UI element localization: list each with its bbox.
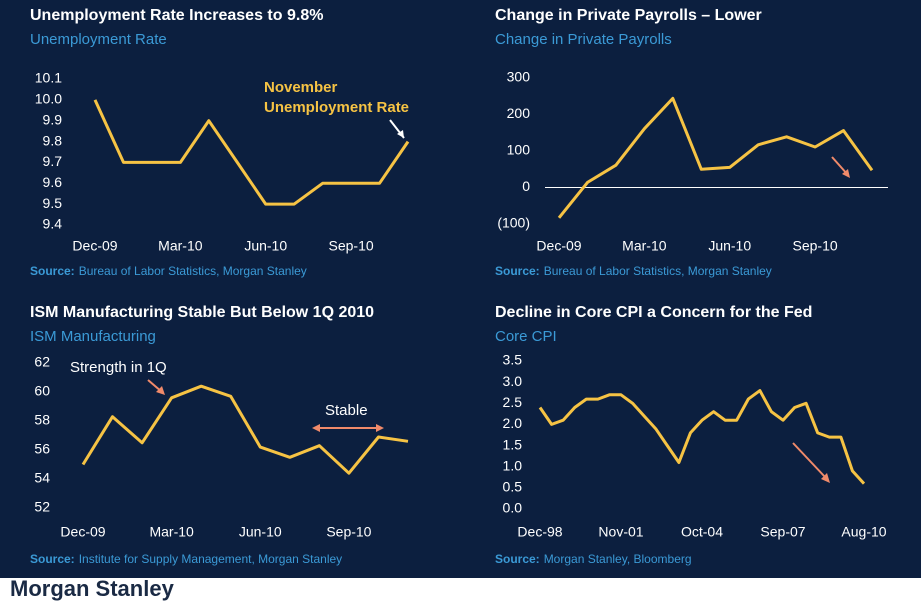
y-tick-label: 52 [34,499,50,515]
y-tick-label: 58 [34,412,50,428]
y-tick-label: 200 [507,105,531,121]
source-label: Source: [30,264,75,278]
arrow [792,442,827,479]
source: Source: Institute for Supply Management, … [30,552,342,566]
y-tick-label: (100) [497,215,530,231]
y-tick-label: 1.5 [503,436,523,452]
source-label: Source: [30,552,75,566]
y-tick-label: 54 [34,470,50,486]
y-tick-label: 1.0 [503,457,523,473]
line-series [557,96,874,219]
x-tick-label: Sep-10 [793,238,838,254]
x-tick-label: Oct-04 [681,524,723,540]
y-tick-label: 0 [522,178,530,194]
y-tick-label: 3.5 [503,352,523,368]
chart-subtitle: Core CPI [495,328,557,345]
line-series [93,99,410,206]
y-tick-label: 56 [34,441,50,457]
y-tick-label: 9.5 [43,195,63,211]
y-tick-label: 100 [507,142,531,158]
arrow-head [842,169,850,178]
arrow-head [821,473,830,483]
y-tick-label: 10.1 [35,70,62,86]
source: Source: Bureau of Labor Statistics, Morga… [30,264,307,278]
annotation: Unemployment Rate [264,99,409,116]
chart-subtitle: Unemployment Rate [30,31,167,48]
arrow-head [156,386,165,395]
chart-title: Decline in Core CPI a Concern for the Fe… [495,304,812,321]
x-tick-label: Mar-10 [158,238,203,254]
annotation: Strength in 1Q [70,359,167,376]
y-tick-label: 9.7 [43,153,63,169]
source-label: Source: [495,264,540,278]
y-tick-label: 3.0 [503,373,523,389]
x-tick-label: Dec-09 [536,238,581,254]
source: Source: Morgan Stanley, Bloomberg [495,552,692,566]
chart-title: ISM Manufacturing Stable But Below 1Q 20… [30,304,374,321]
source-text: Bureau of Labor Statistics, Morgan Stanl… [544,264,772,278]
y-tick-label: 0.0 [503,500,523,516]
x-tick-label: Dec-09 [72,238,117,254]
x-tick-label: Sep-07 [760,524,805,540]
source-text: Institute for Supply Management, Morgan … [79,552,342,566]
background [0,0,921,578]
footer-text: Morgan Stanley [10,576,175,601]
x-tick-label: Sep-10 [326,524,371,540]
y-tick-label: 2.5 [503,394,523,410]
line-series [81,384,409,475]
line-series [538,389,866,485]
source: Source: Bureau of Labor Statistics, Morga… [495,264,772,278]
chart-title: Change in Private Payrolls – Lower [495,7,762,24]
y-tick-label: 60 [34,383,50,399]
x-tick-label: Jun-10 [239,524,282,540]
x-tick-label: Jun-10 [244,238,287,254]
x-tick-label: Mar-10 [622,238,667,254]
x-tick-label: Mar-10 [149,524,194,540]
y-tick-label: 62 [34,354,50,370]
annotation: Stable [325,402,368,419]
x-tick-label: Dec-98 [517,524,562,540]
y-tick-label: 9.9 [43,111,63,127]
footer-band [0,578,921,614]
chart-subtitle: ISM Manufacturing [30,328,156,345]
y-tick-label: 9.8 [43,132,63,148]
source-text: Bureau of Labor Statistics, Morgan Stanl… [79,264,307,278]
arrow-head [397,130,404,138]
x-tick-label: Nov-01 [598,524,643,540]
x-tick-label: Aug-10 [841,524,886,540]
x-tick-label: Sep-10 [329,238,374,254]
annotation: November [264,79,338,96]
y-tick-label: 300 [507,69,531,85]
x-tick-label: Jun-10 [708,238,751,254]
y-tick-label: 9.6 [43,174,63,190]
source-text: Morgan Stanley, Bloomberg [544,552,692,566]
y-tick-label: 0.5 [503,479,523,495]
chart-subtitle: Change in Private Payrolls [495,31,672,48]
x-tick-label: Dec-09 [60,524,105,540]
arrow-head [312,424,384,432]
y-tick-label: 9.4 [43,216,63,232]
y-tick-label: 2.0 [503,415,523,431]
source-label: Source: [495,552,540,566]
chart-title: Unemployment Rate Increases to 9.8% [30,7,323,24]
y-tick-label: 10.0 [35,91,62,107]
